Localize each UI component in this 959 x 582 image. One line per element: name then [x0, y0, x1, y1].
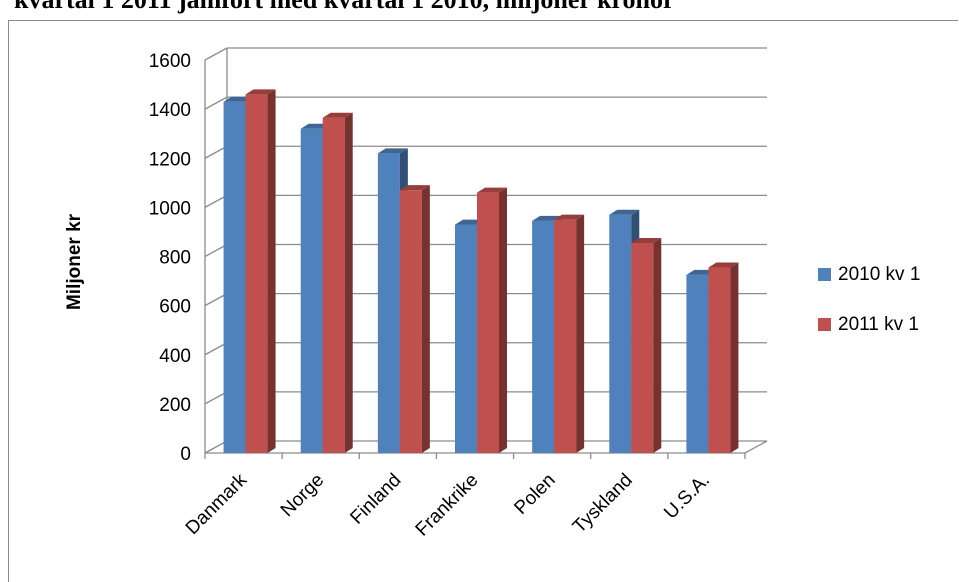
bar-front	[477, 192, 499, 453]
bar-top	[477, 187, 507, 193]
x-tick-label: Tyskland	[569, 470, 637, 538]
bar-top	[245, 89, 276, 95]
bar-series2-Frankrike	[477, 187, 507, 453]
gridline-side	[204, 194, 228, 208]
bar-series2-Polen	[554, 214, 585, 453]
gridline-side	[204, 96, 228, 110]
legend-swatch	[818, 318, 831, 331]
bar-front	[223, 101, 246, 453]
legend: 2010 kv 1 2011 kv 1	[818, 264, 920, 335]
legend-label: 2010 kv 1	[838, 264, 920, 285]
y-tick-label: 1000	[149, 198, 191, 219]
bar-top	[609, 209, 640, 215]
bar-top	[377, 148, 408, 154]
x-tick-label: Danmark	[182, 469, 252, 539]
y-axis-label: Miljoner kr	[64, 213, 85, 310]
x-tick-label: Polen	[510, 470, 559, 519]
chart-frame	[8, 20, 958, 582]
floor-edge	[744, 440, 768, 454]
y-tick-label: 200	[159, 395, 191, 416]
bar-side	[576, 214, 585, 453]
bar-series2-Tyskland	[631, 237, 662, 453]
x-tick-label: Finland	[346, 470, 405, 529]
bar-front	[686, 274, 709, 453]
bar-front	[455, 224, 477, 453]
gridline-side	[204, 293, 228, 307]
x-tick-label: U.S.A.	[660, 470, 714, 524]
bar-front	[399, 190, 422, 453]
gridline-side	[204, 145, 228, 159]
bar-front	[245, 94, 268, 453]
y-tick-label: 800	[159, 248, 191, 269]
y-tick-label: 1400	[149, 100, 191, 121]
bar-side	[344, 112, 353, 454]
bar-top	[322, 112, 353, 118]
y-tick-label: 1600	[149, 51, 191, 72]
x-tick-label: Norge	[277, 470, 328, 521]
y-tick-label: 0	[180, 444, 191, 465]
y-tick-label: 1200	[149, 149, 191, 170]
gridline-side	[204, 391, 228, 405]
bar-front	[377, 153, 400, 453]
bar-front	[609, 214, 632, 453]
bar-side	[499, 187, 507, 453]
legend-swatch	[818, 268, 831, 281]
bar-top	[554, 214, 585, 220]
bar-top	[631, 237, 662, 243]
bar-series2-Danmark	[245, 89, 276, 453]
bar-front	[554, 219, 577, 453]
y-tick-label: 400	[159, 346, 191, 367]
bar-series2-Norge	[322, 112, 353, 454]
bar-series2-Finland	[399, 185, 430, 453]
bar-side	[421, 185, 430, 453]
bar-top	[399, 185, 430, 191]
gridline-side	[204, 243, 228, 258]
bar-side	[653, 237, 662, 453]
bar-top	[708, 262, 739, 268]
y-tick-label: 600	[159, 297, 191, 318]
legend-label: 2011 kv 1	[838, 314, 919, 335]
bar-layer	[223, 89, 739, 454]
gridline-side	[204, 342, 228, 356]
bar-side	[267, 89, 276, 453]
bar-front	[631, 242, 654, 453]
bar-front	[532, 220, 555, 453]
x-tick-label: Frankrike	[412, 470, 483, 541]
bar-side	[730, 262, 739, 453]
bar-series2-U.S.A.	[708, 262, 739, 453]
bar-front	[708, 267, 731, 453]
gridline-side	[204, 47, 228, 61]
bar-front	[322, 117, 345, 454]
gridline-side	[204, 440, 228, 454]
bar-front	[300, 128, 323, 453]
chart-title: kvartal 1 2011 jämfört med kvartal 1 201…	[14, 0, 959, 17]
